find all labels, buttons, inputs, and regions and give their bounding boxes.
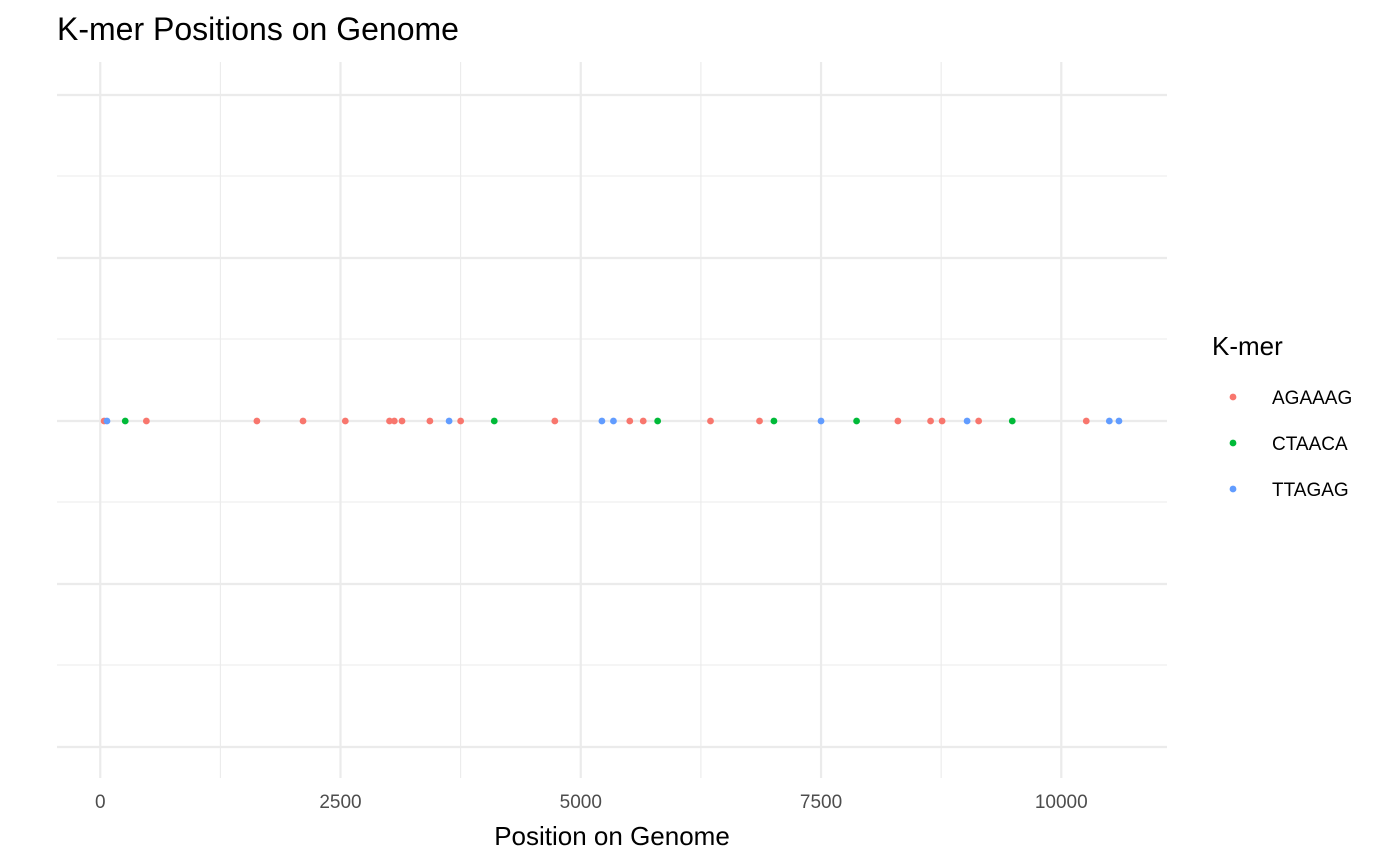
- legend-label-ttagag: TTAGAG: [1272, 480, 1349, 501]
- x-axis-title: Position on Genome: [494, 821, 730, 851]
- point-agaaag: [707, 417, 714, 425]
- point-ctaaca: [654, 417, 662, 425]
- legend-key-ttagag: [1229, 485, 1237, 493]
- legend-label-ctaaca: CTAACA: [1272, 434, 1348, 455]
- x-tick-label: 5000: [560, 792, 602, 813]
- point-agaaag: [1082, 417, 1090, 425]
- point-agaaag: [975, 417, 983, 425]
- point-agaaag: [626, 417, 634, 425]
- point-agaaag: [927, 417, 934, 425]
- x-axis-tick-labels: 0 2500 5000 7500 10000: [95, 792, 1088, 813]
- point-ttagag: [610, 417, 617, 425]
- point-agaaag: [457, 417, 465, 425]
- point-agaaag: [386, 417, 393, 425]
- point-ttagag: [1105, 417, 1113, 425]
- data-points: [100, 417, 1123, 425]
- x-tick-label: 2500: [319, 792, 361, 813]
- point-ttagag: [1115, 417, 1123, 425]
- point-agaaag: [398, 417, 406, 425]
- legend-key-ctaaca: [1229, 439, 1237, 447]
- legend-key-agaaag: [1229, 393, 1237, 401]
- point-agaaag: [142, 417, 150, 425]
- point-ttagag: [598, 417, 606, 425]
- legend-label-agaaag: AGAAAG: [1272, 388, 1352, 409]
- x-tick-label: 10000: [1035, 792, 1088, 813]
- point-agaaag: [938, 417, 946, 425]
- x-tick-label: 0: [95, 792, 106, 813]
- point-agaaag: [756, 417, 763, 425]
- point-agaaag: [894, 417, 902, 425]
- legend-items: AGAAAG CTAACA TTAGAG: [1229, 388, 1352, 501]
- point-agaaag: [639, 417, 647, 425]
- point-agaaag: [551, 417, 559, 425]
- point-agaaag: [341, 417, 349, 425]
- point-ctaaca: [490, 417, 498, 425]
- point-agaaag: [426, 417, 434, 425]
- point-ttagag: [963, 417, 971, 425]
- x-tick-label: 7500: [800, 792, 842, 813]
- legend: K-mer AGAAAG CTAACA TTAGAG: [1212, 331, 1352, 501]
- point-ttagag: [445, 417, 453, 425]
- legend-title: K-mer: [1212, 331, 1283, 361]
- point-ctaaca: [1008, 417, 1016, 425]
- point-ctaaca: [853, 417, 860, 425]
- point-ctaaca: [770, 417, 778, 425]
- point-agaaag: [299, 417, 307, 425]
- chart-title: K-mer Positions on Genome: [57, 11, 459, 47]
- point-agaaag: [390, 417, 398, 425]
- point-ttagag: [103, 417, 111, 425]
- point-ctaaca: [121, 417, 129, 425]
- point-ttagag: [817, 417, 825, 425]
- point-agaaag: [253, 417, 261, 425]
